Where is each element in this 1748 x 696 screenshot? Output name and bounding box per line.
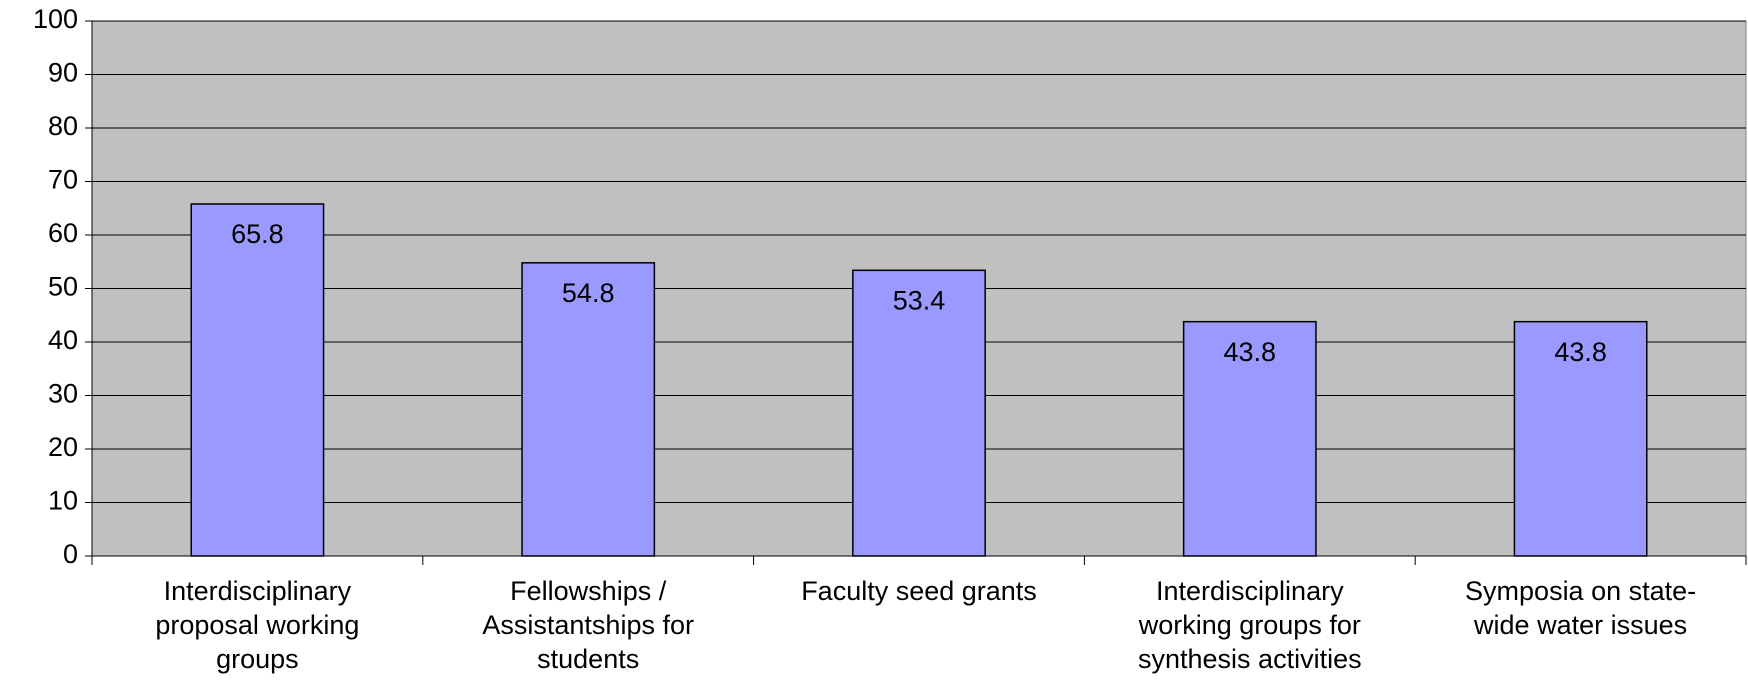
value-label: 65.8 [231, 219, 284, 249]
x-tick-label: Fellowships / Assistantships for student… [482, 576, 694, 674]
y-tick-label: 0 [63, 539, 78, 569]
bar [190, 203, 325, 557]
x-tick-label: Faculty seed grants [801, 576, 1037, 606]
value-label: 54.8 [562, 278, 615, 308]
y-tick-label: 30 [48, 379, 78, 409]
x-tick-label: Interdisciplinary proposal working group… [155, 576, 360, 674]
x-tick-label: Symposia on state-wide water issues [1465, 576, 1697, 640]
y-tick-label: 70 [48, 165, 78, 195]
y-tick-label: 50 [48, 272, 78, 302]
y-tick-label: 80 [48, 111, 78, 141]
value-label: 43.8 [1554, 337, 1607, 367]
bar [1182, 320, 1317, 557]
bar [1513, 320, 1648, 557]
y-tick-label: 20 [48, 432, 78, 462]
bar [521, 262, 656, 557]
x-tick-label: Interdisciplinary working groups for syn… [1138, 576, 1362, 674]
y-tick-label: 40 [48, 325, 78, 355]
bar [852, 269, 986, 557]
y-tick-label: 90 [48, 58, 78, 88]
value-label: 43.8 [1224, 337, 1277, 367]
y-tick-label: 10 [48, 486, 78, 516]
y-tick-label: 60 [48, 218, 78, 248]
y-tick-label: 100 [33, 4, 78, 34]
value-label: 53.4 [893, 285, 946, 315]
